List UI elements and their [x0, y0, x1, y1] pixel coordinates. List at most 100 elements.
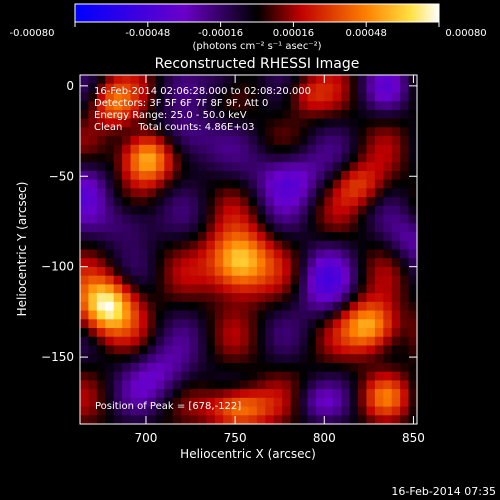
heatmap-cell — [383, 354, 393, 364]
heatmap-cell — [349, 284, 359, 294]
heatmap-cell — [172, 109, 182, 120]
heatmap-cell — [248, 258, 258, 268]
heatmap-cell — [113, 310, 123, 320]
heatmap-cell — [206, 153, 216, 163]
heatmap-cell — [366, 319, 376, 329]
heatmap-cell — [231, 284, 241, 294]
heatmap-cell — [324, 136, 334, 146]
heatmap-cell — [290, 223, 300, 233]
heatmap-cell — [299, 380, 309, 390]
heatmap-cell — [366, 284, 376, 294]
heatmap-cell — [299, 275, 309, 286]
heatmap-cell — [80, 362, 90, 373]
heatmap-cell — [248, 136, 258, 146]
heatmap-cell — [214, 162, 224, 172]
heatmap-cell — [391, 75, 401, 85]
heatmap-cell — [130, 223, 140, 233]
heatmap-cell — [299, 205, 309, 216]
heatmap-cell — [147, 301, 157, 312]
heatmap-cell — [265, 214, 275, 224]
heatmap-cell — [172, 319, 182, 329]
colorbar-tick-label: 0.00016 — [273, 28, 314, 39]
heatmap-cell — [147, 197, 157, 207]
heatmap-cell — [374, 310, 384, 320]
heatmap-cell — [130, 214, 140, 224]
heatmap-cell — [206, 310, 216, 320]
heatmap-cell — [130, 83, 140, 94]
heatmap-cell — [96, 284, 106, 294]
heatmap-cell — [282, 354, 292, 364]
heatmap-cell — [299, 179, 309, 190]
heatmap-cell — [307, 240, 317, 251]
heatmap-cell — [88, 170, 98, 181]
heatmap-cell — [172, 275, 182, 286]
heatmap-cell — [147, 319, 157, 329]
heatmap-cell — [172, 389, 182, 399]
heatmap-cell — [105, 301, 115, 312]
heatmap-cell — [155, 371, 165, 381]
heatmap-cell — [307, 293, 317, 303]
heatmap-cell — [408, 127, 418, 137]
heatmap-cell — [315, 354, 325, 364]
heatmap-cell — [273, 284, 283, 294]
colorbar-tick-label: -0.00016 — [198, 28, 243, 39]
heatmap-cell — [181, 415, 191, 425]
heatmap-cell — [374, 258, 384, 268]
heatmap-cell — [147, 232, 157, 242]
heatmap-cell — [147, 92, 157, 102]
heatmap-cell — [113, 223, 123, 233]
heatmap-cell — [138, 415, 148, 425]
heatmap-cell — [181, 153, 191, 163]
heatmap-cell — [408, 284, 418, 294]
heatmap-cell — [315, 170, 325, 181]
heatmap-cell — [80, 101, 90, 111]
heatmap-cell — [315, 136, 325, 146]
heatmap-cell — [374, 118, 384, 128]
heatmap-cell — [197, 345, 207, 355]
heatmap-cell — [172, 179, 182, 190]
heatmap-cell — [105, 214, 115, 224]
heatmap-cell — [197, 170, 207, 181]
heatmap-cell — [155, 170, 165, 181]
heatmap-cell — [113, 153, 123, 163]
heatmap-cell — [80, 118, 90, 128]
heatmap-cell — [366, 109, 376, 120]
heatmap-cell — [130, 240, 140, 251]
heatmap-cell — [164, 144, 174, 155]
heatmap-cell — [391, 310, 401, 320]
heatmap-cell — [265, 101, 275, 111]
heatmap-cell — [231, 336, 241, 347]
heatmap-cell — [206, 266, 216, 277]
heatmap-cell — [96, 240, 106, 251]
heatmap-cell — [332, 109, 342, 120]
heatmap-cell — [88, 354, 98, 364]
heatmap-cell — [164, 136, 174, 146]
heatmap-cell — [138, 188, 148, 198]
heatmap-cell — [138, 310, 148, 320]
heatmap-cell — [358, 205, 368, 216]
heatmap-cell — [256, 75, 266, 85]
heatmap-cell — [315, 301, 325, 312]
heatmap-cell — [408, 406, 418, 416]
heatmap-cell — [96, 345, 106, 355]
heatmap-cell — [307, 310, 317, 320]
heatmap-cell — [282, 170, 292, 181]
heatmap-cell — [96, 118, 106, 128]
heatmap-cell — [307, 258, 317, 268]
heatmap-cell — [96, 293, 106, 303]
heatmap-cell — [105, 275, 115, 286]
heatmap-cell — [383, 232, 393, 242]
heatmap-cell — [265, 170, 275, 181]
heatmap-cell — [248, 223, 258, 233]
heatmap-cell — [189, 345, 199, 355]
heatmap-cell — [358, 197, 368, 207]
heatmap-cell — [307, 406, 317, 416]
heatmap-cell — [307, 205, 317, 216]
heatmap-cell — [374, 109, 384, 120]
heatmap-cell — [122, 127, 132, 137]
heatmap-cell — [88, 380, 98, 390]
heatmap-cell — [282, 389, 292, 399]
heatmap-cell — [324, 345, 334, 355]
heatmap-cell — [315, 249, 325, 259]
heatmap-cell — [181, 83, 191, 94]
